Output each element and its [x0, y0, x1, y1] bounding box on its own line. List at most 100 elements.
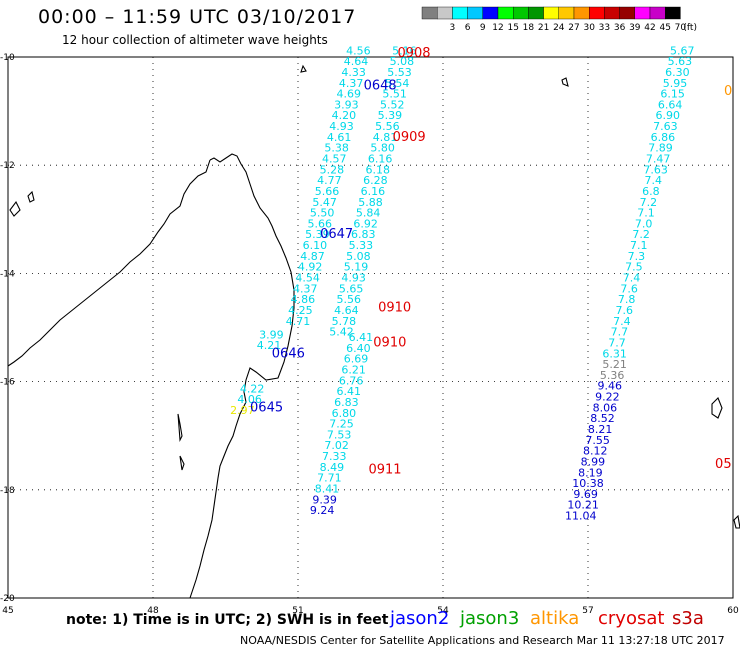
wave-height-label: 6.83: [334, 396, 359, 409]
pass-time-label: 05: [715, 457, 732, 472]
wave-height-label: 6.90: [656, 109, 681, 122]
wave-height-label: 7.4: [613, 315, 631, 328]
wave-height-label: 5.80: [370, 142, 395, 155]
wave-height-label: 7.71: [317, 472, 342, 485]
wave-height-label: 6.86: [651, 131, 676, 144]
scale-swatch: [482, 6, 499, 20]
wave-height-label: 6.69: [344, 353, 369, 366]
scale-swatch: [497, 6, 514, 20]
scale-tick-label: 70: [675, 23, 687, 33]
wave-height-label: 7.8: [618, 293, 636, 306]
wave-height-label: 7.2: [640, 196, 658, 209]
pass-time-label: 0910: [378, 300, 411, 315]
wave-height-label: 5.53: [387, 66, 412, 79]
wave-height-label: 5.67: [670, 44, 695, 57]
scale-tick-label: 24: [553, 23, 565, 33]
scale-tick-label: 27: [568, 23, 579, 33]
satellite-legend-cryosat: cryosat: [598, 608, 665, 629]
wave-height-label: 4.81: [373, 131, 398, 144]
wave-height-label: 5.88: [358, 196, 383, 209]
lat-tick-label: -18: [0, 486, 15, 496]
wave-height-label: 7.3: [628, 250, 646, 263]
page-title: 00:00 – 11:59 UTC 03/10/2017: [38, 6, 357, 28]
wave-height-label: 6.40: [346, 342, 371, 355]
wave-height-label: 7.63: [653, 120, 678, 133]
wave-height-label: 6.64: [658, 98, 683, 111]
wave-height-label: 10.38: [572, 477, 604, 490]
scale-tick-label: 6: [465, 23, 471, 33]
wave-height-label: 4.33: [341, 66, 366, 79]
pass-time-label: 0645: [250, 400, 283, 415]
wave-height-label: 5.95: [663, 77, 688, 90]
wave-height-label: 9.69: [573, 488, 598, 501]
pass-time-label: 0909: [393, 130, 426, 145]
wave-height-label: 7.53: [327, 428, 352, 441]
scale-swatch: [437, 6, 453, 20]
wave-height-label: 6.76: [339, 374, 364, 387]
wave-height-label: 3.93: [334, 98, 359, 111]
wave-height-label: 7.02: [324, 439, 349, 452]
lat-tick-label: -20: [0, 594, 15, 604]
wave-height-label: 7.89: [648, 142, 673, 155]
wave-height-label: 9.39: [312, 493, 337, 506]
wave-height-label: 7.33: [322, 450, 347, 463]
wave-height-label: 5.38: [324, 142, 349, 155]
scale-tick-label: 39: [629, 23, 641, 33]
wave-height-label: 8.21: [588, 423, 613, 436]
wave-height-label: 5.56: [337, 293, 362, 306]
island-outline-6: [177, 413, 183, 443]
island-outline-3: [561, 77, 569, 87]
pass-time-labels: 0908 0648 0909 0647 0910 0910 0646 0645 0911 0 05: [250, 46, 732, 478]
scale-swatch: [528, 6, 544, 20]
wave-height-label: 4.64: [344, 55, 369, 68]
lat-tick-label: -12: [0, 161, 15, 171]
scale-swatch: [649, 6, 666, 20]
wave-height-label: 4.06: [237, 393, 262, 406]
wave-height-label: 6.41: [337, 385, 362, 398]
wave-height-label: 7.1: [637, 207, 655, 220]
lon-tick-label: 60: [727, 606, 739, 616]
scale-swatch: [573, 6, 590, 20]
scale-swatch: [604, 6, 620, 20]
wave-height-label: 7.55: [585, 434, 610, 447]
wave-height-label: 8.49: [320, 461, 345, 474]
scale-tick-label: 18: [523, 23, 535, 33]
wave-height-label: 8.99: [581, 455, 606, 468]
madagascar-coastline: [7, 64, 307, 599]
island-outline-7: [179, 455, 185, 471]
wave-height-label: 6.8: [642, 185, 660, 198]
wave-height-label: 5.56: [375, 120, 400, 133]
satellite-legend-jason2: jason2: [390, 608, 450, 629]
wave-height-label: 6.16: [368, 152, 393, 165]
wave-height-label: 5.52: [380, 98, 405, 111]
wave-height-label: 4.93: [341, 272, 366, 285]
wave-height-label: 5.78: [332, 315, 357, 328]
wave-height-label: 5.47: [312, 196, 337, 209]
scale-swatch: [543, 6, 559, 20]
pass-time-label: 0: [724, 84, 732, 99]
scale-tick-label: 36: [614, 23, 626, 33]
lon-tick-label: 51: [292, 606, 303, 616]
scale-tick-label: 12: [492, 23, 503, 33]
wave-height-label: 7.25: [329, 418, 354, 431]
wave-height-label: 5.66: [308, 217, 333, 230]
footer-credit: NOAA/NESDIS Center for Satellite Applica…: [240, 634, 725, 647]
wave-height-label: 5.84: [356, 207, 381, 220]
scale-swatch: [558, 6, 575, 20]
scale-tick-label: 30: [583, 23, 595, 33]
wave-height-label: 11.04: [565, 510, 597, 523]
wave-height-label: 8.41: [315, 483, 340, 496]
wave-height-label: 4.64: [334, 304, 359, 317]
island-outline-1: [9, 200, 21, 217]
wave-height-label: 9.46: [598, 380, 623, 393]
wave-height-label: 4.56: [346, 44, 371, 57]
wave-height-label: 5.21: [602, 358, 627, 371]
lat-tick-label: -14: [0, 269, 15, 279]
scale-unit: (ft): [683, 23, 697, 33]
scale-tick-label: 9: [480, 23, 486, 33]
wave-height-label: 6.21: [341, 363, 366, 376]
wave-height-label: 5.42: [329, 326, 354, 339]
wave-height-label: 5.08: [346, 250, 371, 263]
scale-tick-label: 42: [644, 23, 655, 33]
